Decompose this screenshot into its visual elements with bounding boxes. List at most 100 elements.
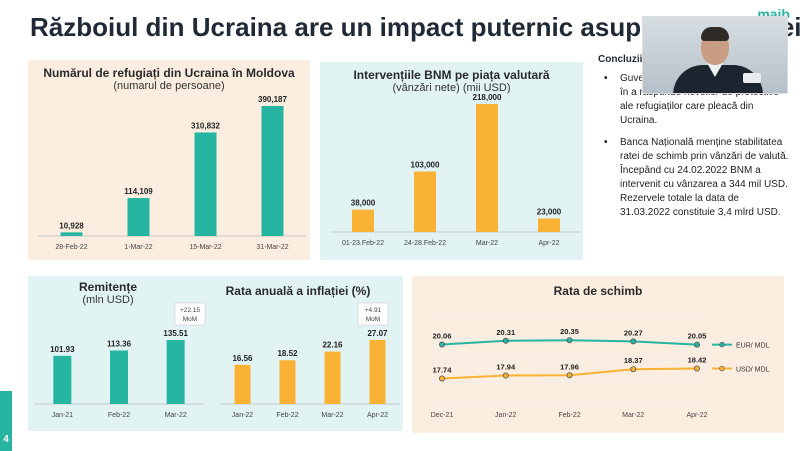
chart-title: Rata anuală a inflației (%) bbox=[225, 284, 371, 298]
refugees-bar-chart: 10,928 28-Feb-22 114,109 1-Mar-22 310,832 15-… bbox=[38, 95, 306, 251]
refugees-chart-panel: Numărul de refugiați din Ucraina în Mold… bbox=[28, 60, 310, 260]
legend-marker bbox=[719, 365, 725, 372]
bar bbox=[414, 171, 436, 232]
data-label: 10,928 bbox=[59, 221, 84, 230]
x-tick-label: Mar-22 bbox=[476, 240, 498, 247]
data-point bbox=[566, 337, 573, 344]
bar bbox=[127, 197, 150, 236]
data-label: 18.42 bbox=[688, 356, 707, 365]
x-tick-label: Apr-22 bbox=[367, 412, 388, 419]
data-point bbox=[630, 366, 637, 373]
data-label: 17.74 bbox=[433, 365, 453, 374]
data-point bbox=[693, 365, 700, 372]
conclusions-title: Concluzii bbox=[598, 54, 643, 65]
x-tick-label: Mar-22 bbox=[622, 412, 644, 419]
data-label: 22.16 bbox=[322, 341, 343, 350]
data-label: 218,000 bbox=[473, 93, 502, 102]
data-point bbox=[693, 341, 700, 348]
conclusion-text: Banca Națională menține stabilitatea rat… bbox=[620, 137, 789, 218]
x-tick-label: 15-Mar-22 bbox=[189, 244, 221, 251]
x-tick-label: Mar-22 bbox=[165, 412, 187, 419]
exchange-rate-panel: Rata de schimb Dec-21 Jan-22 Feb-22 Mar-22 A… bbox=[412, 276, 784, 433]
bar bbox=[352, 209, 374, 232]
data-label: 20.06 bbox=[433, 331, 452, 340]
mom-annotation-box bbox=[357, 302, 389, 326]
bar bbox=[279, 360, 296, 404]
x-tick-label: 28-Feb-22 bbox=[55, 244, 87, 251]
x-tick-label: Jan-21 bbox=[52, 412, 74, 419]
chart-title: Numărul de refugiați din Ucraina în Mold… bbox=[43, 66, 295, 80]
data-label: 18.37 bbox=[624, 356, 643, 365]
legend-label: EUR/ MDL bbox=[736, 343, 770, 350]
x-tick-label: 1-Mar-22 bbox=[124, 244, 153, 251]
bar bbox=[110, 350, 128, 404]
data-label: 38,000 bbox=[351, 199, 376, 208]
data-label: 103,000 bbox=[411, 161, 440, 170]
x-tick-label: 01-23.Feb-22 bbox=[342, 240, 384, 247]
mom-annotation-label: +22.15 bbox=[180, 307, 200, 314]
presenter-hair bbox=[701, 27, 729, 41]
data-label: 20.27 bbox=[624, 328, 643, 337]
x-tick-label: Feb-22 bbox=[108, 412, 130, 419]
chart-title: Rata de schimb bbox=[553, 284, 643, 298]
chart-subtitle: (vânzări nete) (mii USD) bbox=[392, 82, 511, 94]
data-label: 135.51 bbox=[163, 329, 188, 338]
mom-annotation-label: MoM bbox=[366, 316, 380, 323]
data-label: 20.35 bbox=[560, 327, 579, 336]
bar bbox=[234, 364, 251, 404]
x-tick-label: Feb-22 bbox=[558, 412, 580, 419]
data-label: 17.94 bbox=[496, 363, 516, 372]
x-tick-label: Jan-22 bbox=[232, 412, 254, 419]
x-tick-label: Jan-22 bbox=[495, 412, 517, 419]
x-tick-label: Feb-22 bbox=[276, 412, 298, 419]
mom-annotation-label: MoM bbox=[183, 316, 197, 323]
remittances-inflation-panel: Remitențe (mln USD) Rata anuală a inflaț… bbox=[28, 276, 403, 431]
data-point bbox=[438, 375, 445, 382]
data-label: 16.56 bbox=[232, 354, 253, 363]
data-point bbox=[566, 372, 573, 379]
x-tick-label: Dec-21 bbox=[431, 412, 454, 419]
mom-annotation-box bbox=[174, 302, 206, 326]
data-label: 20.31 bbox=[496, 328, 515, 337]
data-label: 27.07 bbox=[367, 329, 388, 338]
bullet-icon: • bbox=[604, 73, 608, 84]
data-point bbox=[502, 337, 509, 344]
bar bbox=[261, 106, 284, 236]
data-label: 20.05 bbox=[688, 332, 707, 341]
bar bbox=[369, 340, 386, 404]
microphone-icon bbox=[743, 73, 761, 83]
bar bbox=[538, 218, 560, 232]
data-label: 113.36 bbox=[107, 339, 132, 348]
conclusion-item: • Banca Națională menține stabilitatea r… bbox=[600, 136, 790, 220]
bar bbox=[166, 340, 185, 404]
x-tick-label: 31-Mar-22 bbox=[256, 244, 288, 251]
x-tick-label: Mar-22 bbox=[321, 412, 343, 419]
chart-title: Intervențiile BNM pe piața valutară bbox=[353, 68, 550, 82]
mom-annotation-label: +4.91 bbox=[365, 307, 382, 314]
data-label: 114,109 bbox=[124, 187, 153, 196]
data-point bbox=[438, 341, 445, 348]
exchange-rate-line-chart: Dec-21 Jan-22 Feb-22 Mar-22 Apr-22 20.06 20.31… bbox=[431, 315, 770, 419]
data-label: 310,832 bbox=[191, 121, 220, 130]
data-label: 101.93 bbox=[50, 345, 75, 354]
bar bbox=[324, 351, 341, 404]
chart-subtitle: (mln USD) bbox=[82, 294, 134, 306]
data-label: 18.52 bbox=[277, 349, 298, 358]
bar bbox=[194, 132, 217, 236]
data-label: 390,187 bbox=[258, 95, 287, 104]
remittances-inflation-bar-charts: 101.93 Jan-21 113.36 Feb-22 135.51 Mar-22 16.5… bbox=[34, 302, 400, 419]
x-tick-label: Apr-22 bbox=[538, 240, 559, 247]
chart-title: Remitențe bbox=[78, 280, 137, 294]
data-label: 17.96 bbox=[560, 362, 579, 371]
bar bbox=[53, 355, 72, 404]
data-label: 23,000 bbox=[537, 207, 562, 216]
x-tick-label: 24-28.Feb-22 bbox=[404, 240, 446, 247]
webcam-video-overlay[interactable] bbox=[642, 16, 788, 94]
data-point bbox=[502, 372, 509, 379]
bar bbox=[60, 232, 83, 236]
slide-number: 4 bbox=[0, 391, 12, 451]
legend-label: USD/ MDL bbox=[736, 367, 770, 374]
bar bbox=[476, 104, 498, 232]
legend-marker bbox=[719, 341, 725, 348]
bnm-chart-panel: Intervențiile BNM pe piața valutară (vân… bbox=[320, 62, 583, 260]
